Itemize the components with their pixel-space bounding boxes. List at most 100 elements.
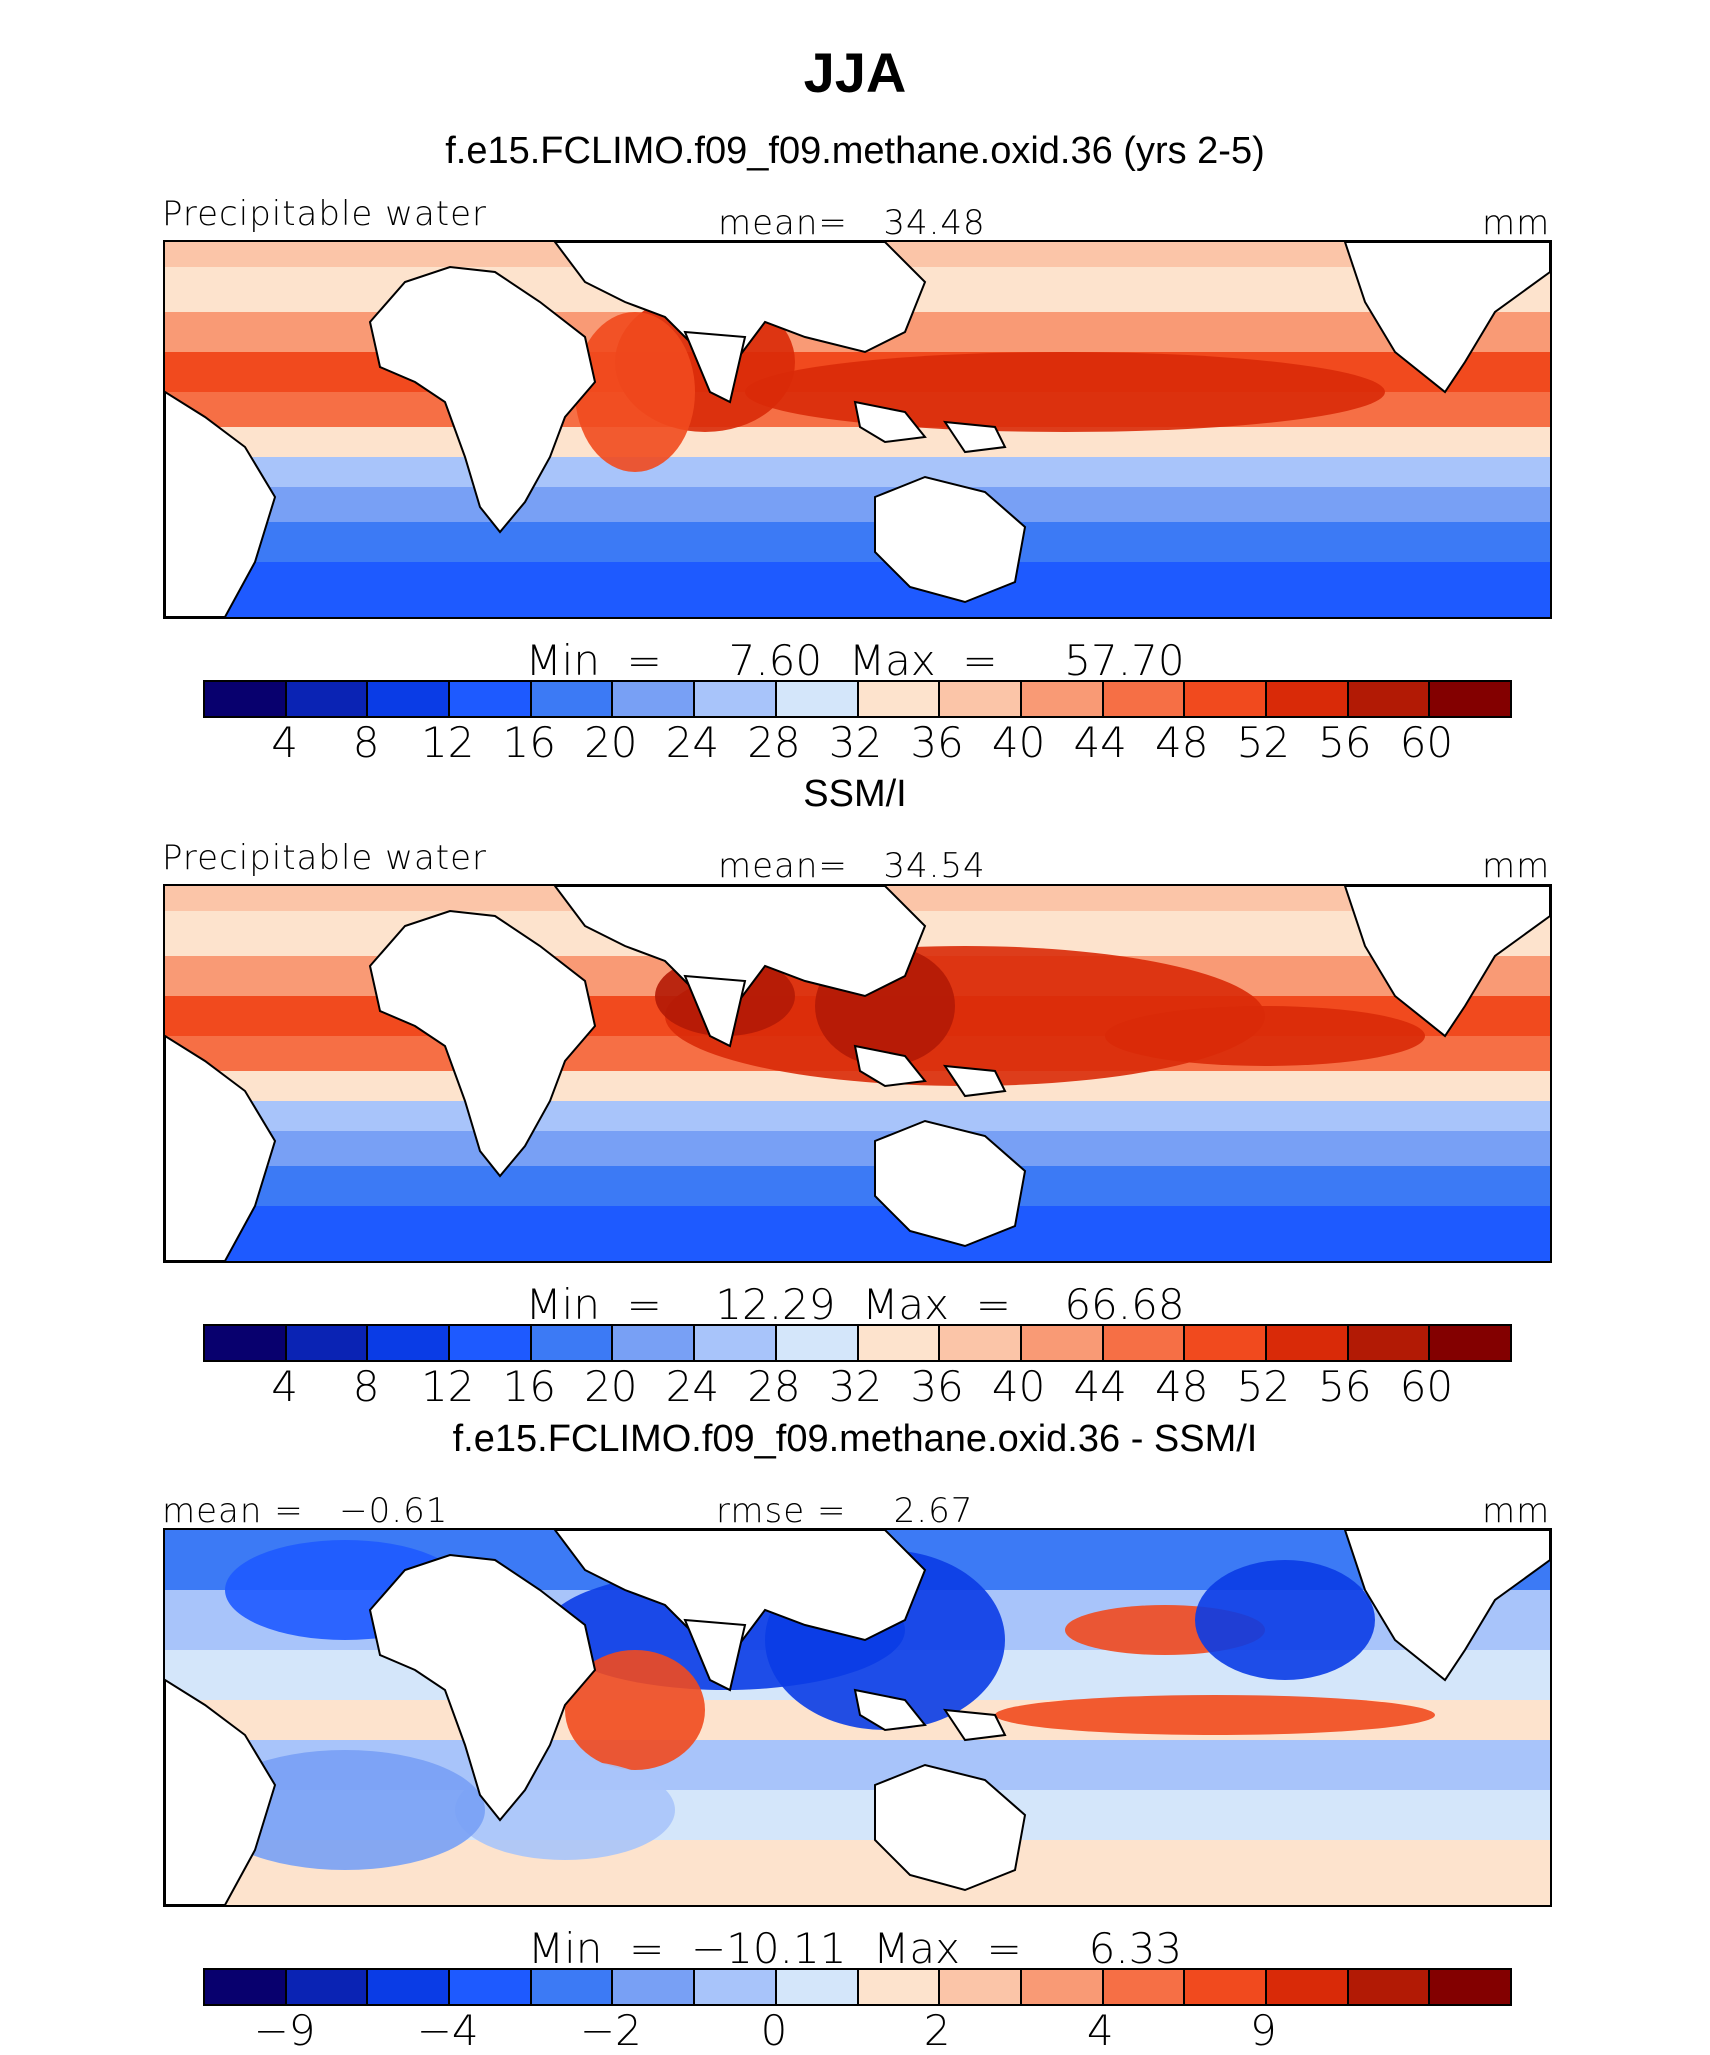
colorbar-tick-label: 40 [991, 718, 1046, 767]
panel-2-title: SSM/I [803, 773, 907, 815]
colorbar-swatch [1185, 1326, 1267, 1360]
colorbar-tick-label: 32 [828, 718, 883, 767]
colorbar-swatch [531, 1326, 614, 1360]
colorbar-tick-label: 9 [1249, 2006, 1277, 2055]
colorbar-swatch [695, 1970, 777, 2004]
colorbar-swatch [1348, 1970, 1431, 2004]
panel-3-rmse-label: rmse = 2.67 [716, 1491, 974, 1531]
colorbar-swatch [286, 1970, 369, 2004]
panel-3-units-label: mm [1482, 1491, 1551, 1531]
panel-1-minmax: Min = 7.60 Max = 57.70 [525, 636, 1185, 685]
colorbar-swatch [1021, 1970, 1104, 2004]
colorbar-swatch [1430, 1326, 1510, 1360]
colorbar-swatch [613, 1326, 696, 1360]
panel-1-map [163, 240, 1552, 619]
colorbar-swatch [613, 682, 696, 716]
colorbar-tick-label: 24 [665, 1362, 720, 1411]
colorbar-swatch [205, 1970, 287, 2004]
panel-2-colorbar [203, 1324, 1512, 1362]
colorbar-swatch [695, 682, 777, 716]
colorbar-swatch [1430, 1970, 1510, 2004]
colorbar-tick-label: 16 [502, 1362, 556, 1411]
colorbar-tick-label: 44 [1073, 1362, 1127, 1411]
colorbar-tick-label: 44 [1073, 718, 1127, 767]
panel-2-mean-label: mean= 34.54 [718, 846, 986, 886]
panel-1-variable-label: Precipitable water [162, 194, 488, 234]
colorbar-tick-label: 28 [747, 1362, 801, 1411]
colorbar-tick-label: 48 [1155, 1362, 1209, 1411]
colorbar-tick-label: 32 [828, 1362, 883, 1411]
colorbar-swatch [286, 1326, 369, 1360]
colorbar-swatch [858, 1970, 941, 2004]
panel-2-minmax: Min = 12.29 Max = 66.68 [525, 1280, 1185, 1329]
panel-1-mean-label: mean= 34.48 [718, 203, 986, 243]
colorbar-tick-label: 52 [1236, 718, 1291, 767]
colorbar-swatch [205, 1326, 287, 1360]
colorbar-swatch [776, 682, 859, 716]
colorbar-swatch [1021, 682, 1104, 716]
colorbar-swatch [1185, 1970, 1267, 2004]
colorbar-swatch [1103, 1970, 1186, 2004]
colorbar-tick-label: 56 [1318, 718, 1372, 767]
colorbar-swatch [1103, 682, 1186, 716]
colorbar-tick-label: 36 [910, 718, 964, 767]
colorbar-swatch [1103, 1326, 1186, 1360]
colorbar-tick-label: 60 [1399, 718, 1454, 767]
colorbar-tick-label: 2 [923, 2006, 951, 2055]
colorbar-swatch [940, 1970, 1022, 2004]
panel-3-colorbar [203, 1968, 1512, 2006]
colorbar-swatch [531, 682, 614, 716]
panel-1-title: f.e15.FCLIMO.f09_f09.methane.oxid.36 (yr… [445, 130, 1265, 172]
colorbar-swatch [1266, 1326, 1349, 1360]
colorbar-tick-label: 20 [584, 1362, 638, 1411]
colorbar-tick-label: 48 [1155, 718, 1209, 767]
colorbar-swatch [776, 1326, 859, 1360]
colorbar-swatch [940, 682, 1022, 716]
colorbar-tick-label: 12 [420, 1362, 475, 1411]
colorbar-swatch [368, 682, 451, 716]
colorbar-tick-label: 60 [1399, 1362, 1454, 1411]
colorbar-tick-label: 40 [991, 1362, 1046, 1411]
colorbar-swatch [450, 682, 532, 716]
colorbar-swatch [858, 682, 941, 716]
colorbar-tick-label: 16 [502, 718, 556, 767]
panel-3-colorbar-ticks: −9 −4 −2 0 2 4 9 [203, 2006, 1508, 2055]
colorbar-tick-label: 4 [271, 1362, 298, 1411]
colorbar-swatch [613, 1970, 696, 2004]
colorbar-tick-label: 24 [665, 718, 720, 767]
panel-3-minmax: Min = −10.11 Max = 6.33 [527, 1924, 1183, 1973]
panel-1-colorbar [203, 680, 1512, 718]
panel-3-title: f.e15.FCLIMO.f09_f09.methane.oxid.36 - S… [452, 1418, 1258, 1460]
colorbar-tick-label: −4 [416, 2006, 479, 2055]
colorbar-tick-label: 56 [1318, 1362, 1372, 1411]
colorbar-tick-label: 0 [760, 2006, 788, 2055]
colorbar-swatch [776, 1970, 859, 2004]
panel-1-colorbar-ticks: 4 8 12 16 20 24 28 32 36 40 44 48 52 56 60 [203, 718, 1508, 767]
panel-2-colorbar-ticks: 4 8 12 16 20 24 28 32 36 40 44 48 52 56 60 [203, 1362, 1508, 1411]
colorbar-tick-label: −2 [579, 2006, 642, 2055]
colorbar-swatch [1430, 682, 1510, 716]
panel-2-variable-label: Precipitable water [162, 838, 488, 878]
colorbar-tick-label: 8 [352, 718, 380, 767]
colorbar-tick-label: 4 [271, 718, 298, 767]
colorbar-swatch [450, 1326, 532, 1360]
panel-3-map [163, 1528, 1552, 1907]
colorbar-swatch [205, 682, 287, 716]
colorbar-swatch [286, 682, 369, 716]
colorbar-tick-label: −9 [253, 2006, 316, 2055]
colorbar-swatch [1266, 1970, 1349, 2004]
colorbar-swatch [940, 1326, 1022, 1360]
colorbar-swatch [1185, 682, 1267, 716]
colorbar-swatch [368, 1326, 451, 1360]
panel-2-units-label: mm [1482, 846, 1551, 886]
colorbar-swatch [450, 1970, 532, 2004]
colorbar-swatch [531, 1970, 614, 2004]
colorbar-swatch [1266, 682, 1349, 716]
panel-3-mean-label: mean = −0.61 [162, 1491, 449, 1531]
colorbar-tick-label: 36 [910, 1362, 964, 1411]
panel-2-map [163, 884, 1552, 1263]
panel-1-units-label: mm [1482, 203, 1551, 243]
colorbar-tick-label: 12 [420, 718, 475, 767]
figure-title: JJA [803, 41, 907, 104]
colorbar-swatch [695, 1326, 777, 1360]
